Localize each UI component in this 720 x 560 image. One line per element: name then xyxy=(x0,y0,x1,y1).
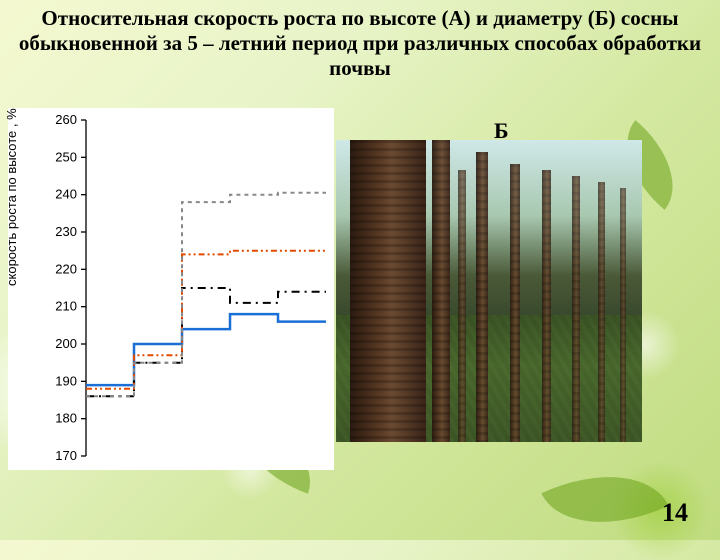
svg-text:220: 220 xyxy=(55,261,77,276)
svg-text:240: 240 xyxy=(55,187,77,202)
leaf-decoration xyxy=(541,447,668,552)
svg-text:170: 170 xyxy=(55,448,77,463)
svg-text:230: 230 xyxy=(55,224,77,239)
svg-text:200: 200 xyxy=(55,336,77,351)
svg-text:180: 180 xyxy=(55,411,77,426)
page-title: Относительная скорость роста по высоте (… xyxy=(8,6,712,80)
chart-svg: 170 180 190 200 210 220 230 240 250 260 xyxy=(8,108,334,470)
svg-text:250: 250 xyxy=(55,149,77,164)
svg-text:190: 190 xyxy=(55,373,77,388)
svg-text:210: 210 xyxy=(55,299,77,314)
svg-text:260: 260 xyxy=(55,112,77,127)
chart-a: скорость роста по высоте , % 17018019020… xyxy=(8,108,334,470)
page-number: 14 xyxy=(662,498,688,528)
forest-photo xyxy=(336,140,642,442)
